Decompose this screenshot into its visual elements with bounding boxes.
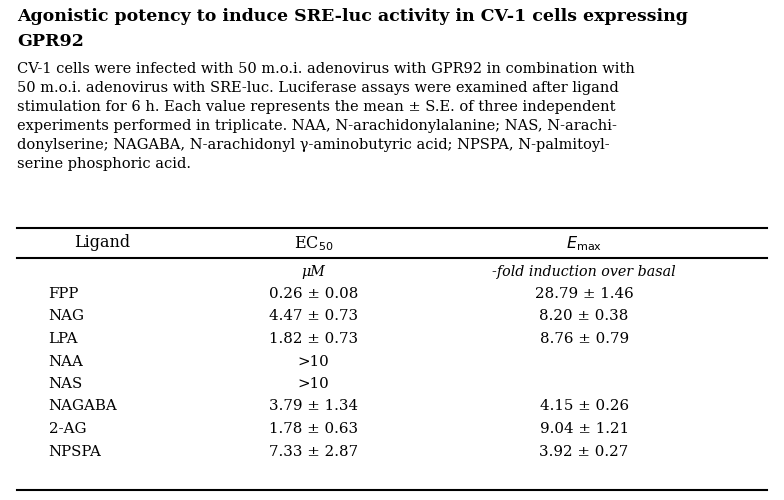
Text: 3.79 ± 1.34: 3.79 ± 1.34 <box>269 400 358 413</box>
Text: 3.92 ± 0.27: 3.92 ± 0.27 <box>539 444 629 458</box>
Text: LPA: LPA <box>49 332 78 346</box>
Text: serine phosphoric acid.: serine phosphoric acid. <box>17 157 191 171</box>
Text: $E_{\mathrm{max}}$: $E_{\mathrm{max}}$ <box>566 234 602 252</box>
Text: >10: >10 <box>298 377 329 391</box>
Text: 2-AG: 2-AG <box>49 422 86 436</box>
Text: 50 m.o.i. adenovirus with SRE-luc. Luciferase assays were examined after ligand: 50 m.o.i. adenovirus with SRE-luc. Lucif… <box>17 81 619 95</box>
Text: 4.15 ± 0.26: 4.15 ± 0.26 <box>539 400 629 413</box>
Text: NAA: NAA <box>49 354 83 368</box>
Text: 7.33 ± 2.87: 7.33 ± 2.87 <box>269 444 358 458</box>
Text: 1.82 ± 0.73: 1.82 ± 0.73 <box>269 332 358 346</box>
Text: 1.78 ± 0.63: 1.78 ± 0.63 <box>269 422 358 436</box>
Text: donylserine; NAGABA, N-arachidonyl γ-aminobutyric acid; NPSPA, N-palmitoyl-: donylserine; NAGABA, N-arachidonyl γ-ami… <box>17 138 610 152</box>
Text: NAS: NAS <box>49 377 83 391</box>
Text: NAGABA: NAGABA <box>49 400 118 413</box>
Text: -fold induction over basal: -fold induction over basal <box>492 265 676 279</box>
Text: CV-1 cells were infected with 50 m.o.i. adenovirus with GPR92 in combination wit: CV-1 cells were infected with 50 m.o.i. … <box>17 62 635 76</box>
Text: NPSPA: NPSPA <box>49 444 101 458</box>
Text: stimulation for 6 h. Each value represents the mean ± S.E. of three independent: stimulation for 6 h. Each value represen… <box>17 100 615 114</box>
Text: FPP: FPP <box>49 287 79 301</box>
Text: 0.26 ± 0.08: 0.26 ± 0.08 <box>269 287 358 301</box>
Text: 28.79 ± 1.46: 28.79 ± 1.46 <box>535 287 633 301</box>
Text: μM: μM <box>302 265 325 279</box>
Text: Ligand: Ligand <box>74 234 130 251</box>
Text: Agonistic potency to induce SRE-luc activity in CV-1 cells expressing: Agonistic potency to induce SRE-luc acti… <box>17 8 688 25</box>
Text: 8.20 ± 0.38: 8.20 ± 0.38 <box>539 310 629 324</box>
Text: EC$_{50}$: EC$_{50}$ <box>294 234 333 252</box>
Text: experiments performed in triplicate. NAA, N-arachidonylalanine; NAS, N-arachi-: experiments performed in triplicate. NAA… <box>17 119 617 133</box>
Text: NAG: NAG <box>49 310 85 324</box>
Text: >10: >10 <box>298 354 329 368</box>
Text: 8.76 ± 0.79: 8.76 ± 0.79 <box>539 332 629 346</box>
Text: 4.47 ± 0.73: 4.47 ± 0.73 <box>269 310 358 324</box>
Text: 9.04 ± 1.21: 9.04 ± 1.21 <box>539 422 629 436</box>
Text: GPR92: GPR92 <box>17 33 84 50</box>
